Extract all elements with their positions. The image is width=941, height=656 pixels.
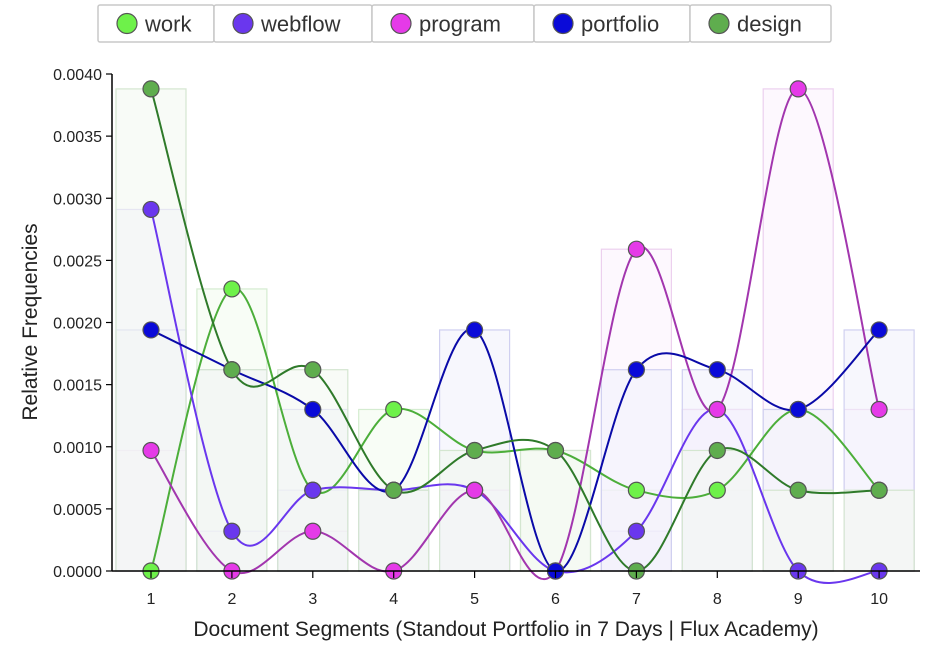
point-design-10 [870,481,888,499]
legend-swatch-program [390,12,412,35]
legend-item-program: program [371,4,535,43]
legend-label-webflow: webflow [260,12,341,37]
y-tick-label-0.0040: 0.0040 [53,67,102,84]
bars-layer [115,88,915,572]
point-portfolio-9 [789,400,807,419]
point-work-4 [385,400,403,419]
point-program-7 [627,240,646,258]
legend-label-program: program [419,12,501,37]
bar-portfolio-7 [600,369,673,572]
legend-item-portfolio: portfolio [533,4,691,43]
point-portfolio-10 [870,321,888,339]
point-work-8 [708,481,726,499]
legend-swatch-portfolio [552,12,574,35]
legend-label-work: work [144,12,192,37]
bar-design-8 [681,449,753,572]
point-portfolio-7 [627,361,646,379]
bar-design-5 [439,449,511,572]
point-design-9 [789,481,807,499]
x-tick-label-6: 6 [551,591,560,608]
bar-design-9 [762,489,834,572]
x-tick-label-10: 10 [870,591,888,608]
point-design-5 [466,441,484,460]
point-program-8 [708,400,726,419]
series-line-program [150,87,881,581]
ticks: 0.0000 0.0005 0.0010 0.0015 0.0020 0.0025 0.00… [53,67,888,608]
point-design-6 [546,441,565,460]
legend: work webflow program portfolio design [97,4,832,43]
series-line-portfolio [150,328,880,573]
bar-design-6 [519,449,592,572]
point-portfolio-1 [142,321,160,339]
point-work-7 [627,481,646,499]
x-tick-label-3: 3 [308,591,317,608]
y-tick-label-0.0020: 0.0020 [53,316,102,333]
point-design-2 [223,361,241,379]
x-tick-label-2: 2 [227,591,236,608]
y-tick-label-0.0015: 0.0015 [53,378,102,395]
legend-box-design [689,4,832,43]
point-design-8 [708,441,726,460]
legend-swatch-work [116,12,138,35]
legend-label-design: design [737,12,802,37]
point-portfolio-5 [466,321,484,339]
legend-swatch-design [708,12,730,35]
legend-item-webflow: webflow [213,4,373,43]
point-design-3 [304,361,322,379]
legend-item-work: work [97,4,215,43]
point-program-10 [870,400,888,419]
point-webflow-7 [627,522,646,540]
legend-item-design: design [689,4,832,43]
point-portfolio-3 [304,400,322,419]
point-portfolio-8 [708,361,726,379]
y-tick-label-0.0030: 0.0030 [53,191,102,208]
y-tick-label-0.0035: 0.0035 [53,129,102,146]
legend-swatch-webflow [232,12,254,35]
y-axis-title: Relative Frequencies [19,223,42,420]
x-tick-label-1: 1 [147,591,156,608]
bar-design-10 [843,489,915,572]
x-tick-label-5: 5 [470,591,479,608]
y-tick-label-0.0025: 0.0025 [53,253,102,270]
point-webflow-3 [304,481,322,499]
point-program-5 [466,481,484,499]
x-tick-label-7: 7 [632,591,641,608]
y-tick-label-0.0000: 0.0000 [53,564,102,581]
point-program-1 [142,441,160,460]
point-program-9 [789,80,807,98]
point-program-3 [304,522,322,540]
y-tick-label-0.0005: 0.0005 [53,502,102,519]
y-tick-label-0.0010: 0.0010 [53,440,102,457]
point-webflow-1 [142,200,160,219]
legend-label-portfolio: portfolio [581,12,659,37]
point-design-1 [142,80,160,98]
x-tick-label-8: 8 [713,591,722,608]
bar-design-2 [196,369,268,572]
point-work-2 [223,280,241,298]
point-design-4 [385,481,403,499]
x-axis-title: Document Segments (Standout Portfolio in… [193,618,818,641]
x-tick-label-9: 9 [794,591,803,608]
point-webflow-2 [223,522,241,540]
bar-design-4 [358,489,430,572]
x-tick-label-4: 4 [389,591,398,608]
